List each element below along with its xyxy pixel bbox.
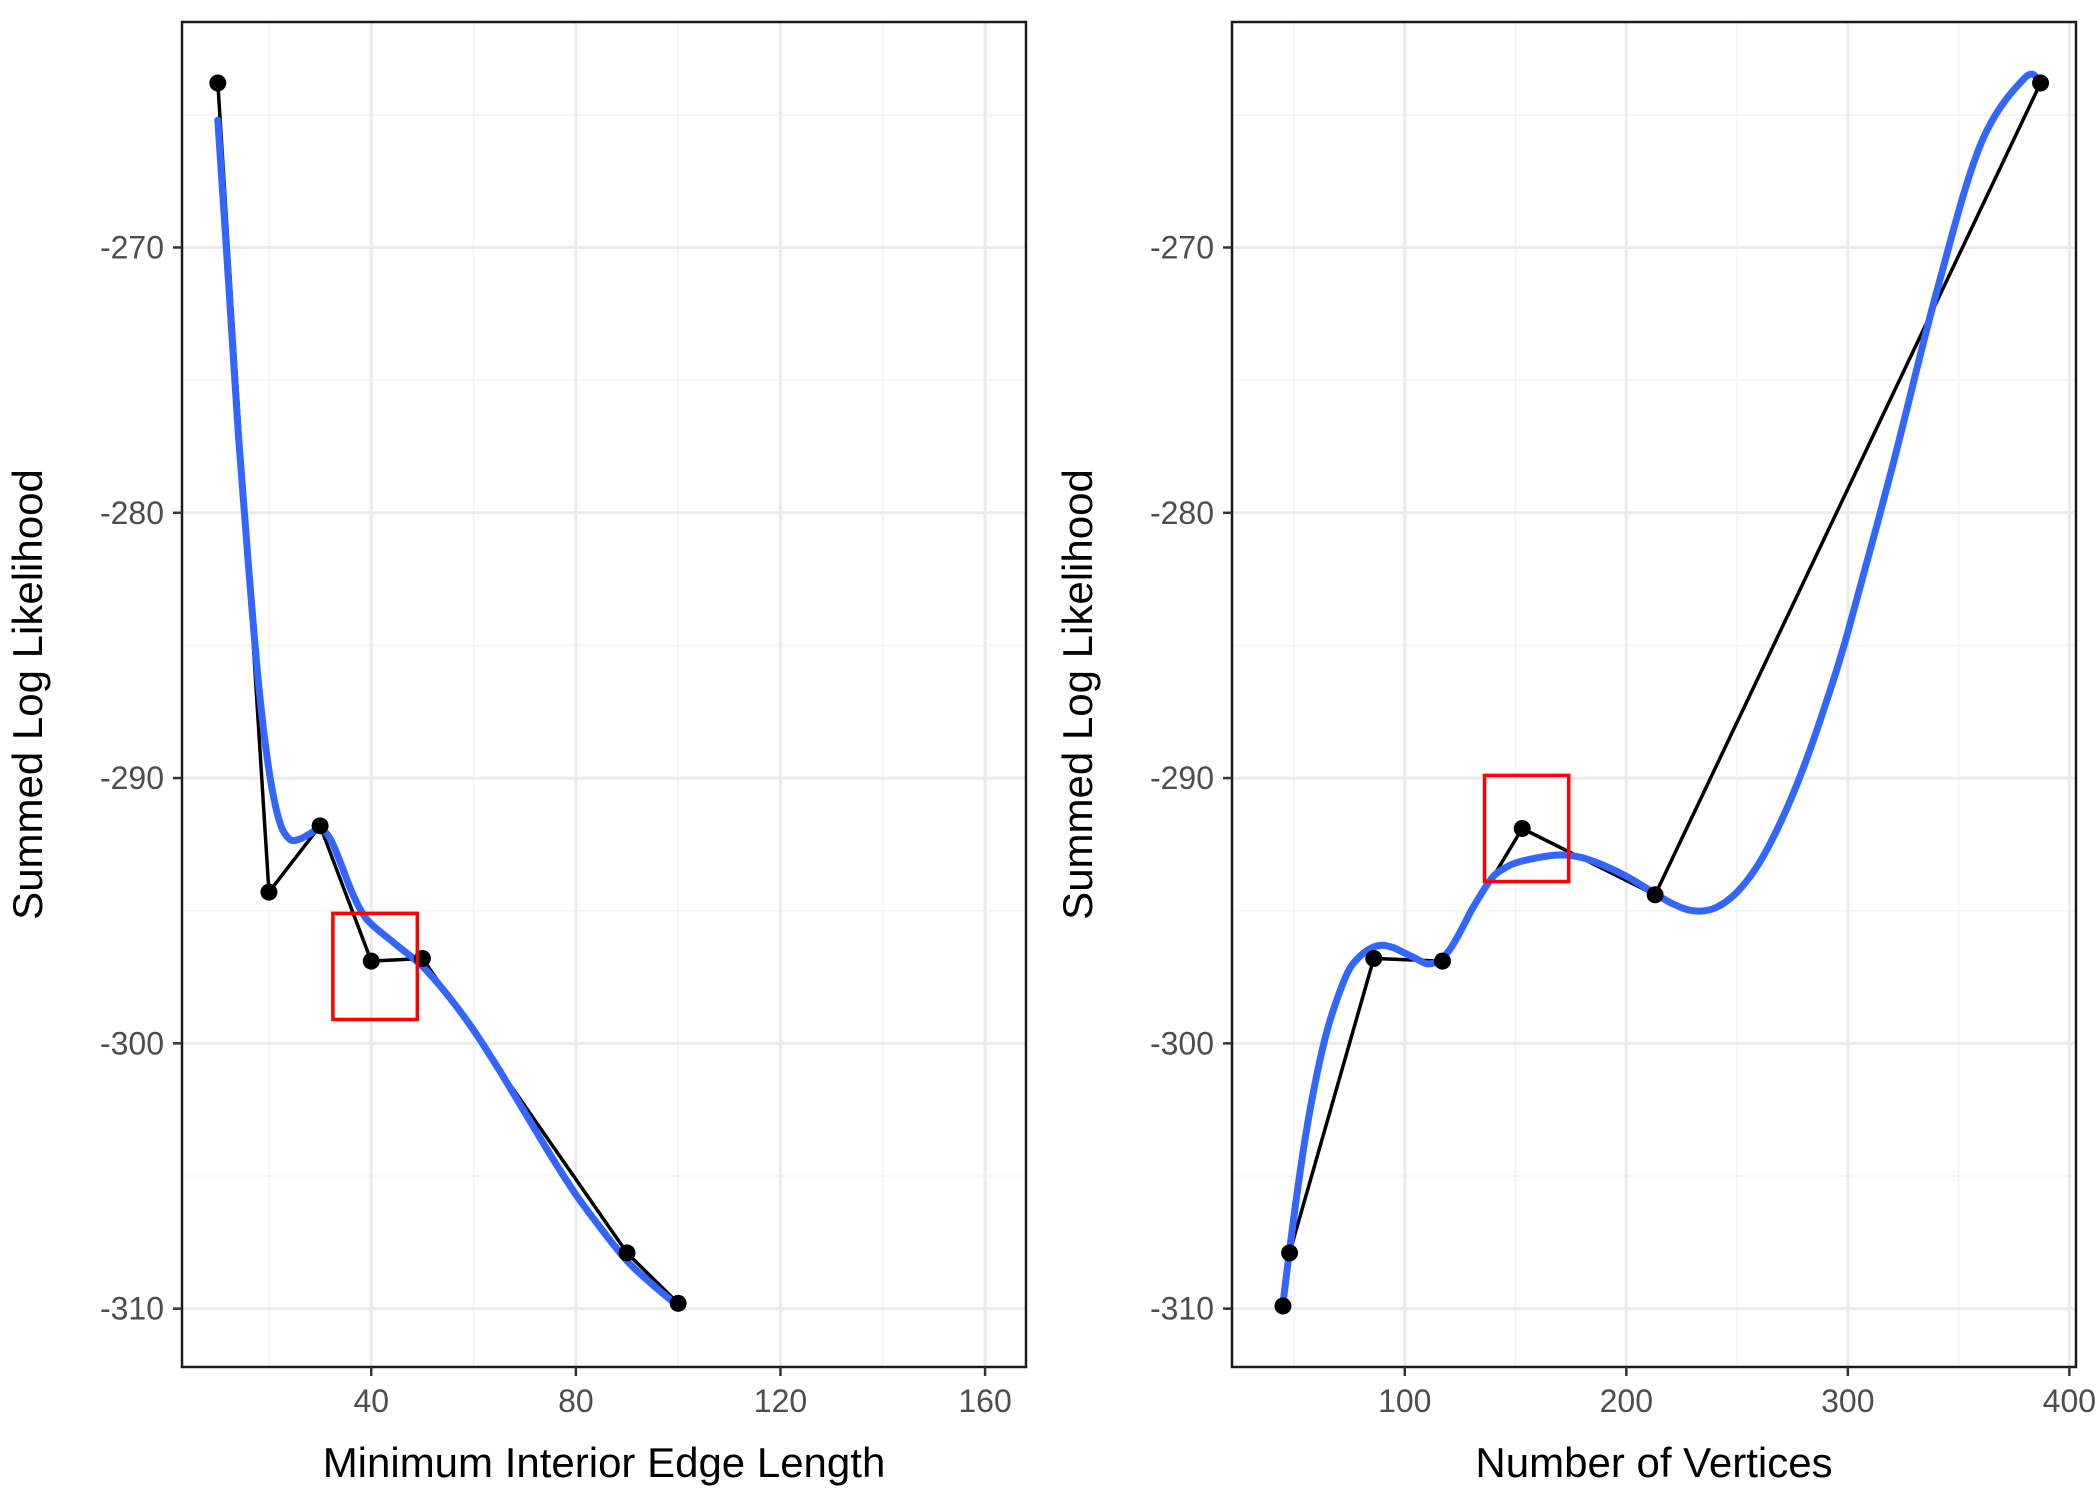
x-tick-label: 120 [754, 1383, 807, 1419]
data-point [618, 1244, 636, 1262]
data-line [1281, 82, 2043, 1307]
y-tick-label: -300 [100, 1025, 164, 1061]
y-tick-label: -290 [1150, 760, 1214, 796]
x-tick-label: 200 [1600, 1383, 1653, 1419]
data-point [1646, 886, 1664, 904]
smooth-fit-line [1279, 70, 2045, 1307]
data-point [260, 883, 278, 901]
highlight-box [1482, 773, 1571, 884]
y-tick-label: -310 [100, 1291, 164, 1327]
data-point [362, 952, 380, 970]
x-axis-title: Minimum Interior Edge Length [323, 1439, 886, 1486]
right-chart-panel: 100 200 300 400 -310 -300 -290 -280 -270 Number o… [1054, 20, 2096, 1486]
data-point [1365, 949, 1383, 967]
panel-border [1230, 20, 2078, 1369]
data-line [216, 82, 680, 1305]
data-point [209, 74, 227, 92]
data-point [669, 1294, 687, 1312]
panel-border [180, 20, 1028, 1369]
y-tick-label: -280 [100, 495, 164, 531]
left-chart-panel: 40 80 120 160 -310 -300 -290 -280 -270 Minimum In… [4, 20, 1028, 1486]
y-tick-label: -290 [100, 760, 164, 796]
x-tick-label: 80 [558, 1383, 594, 1419]
y-tick-label: -270 [100, 229, 164, 265]
y-axis-title: Summed Log Likelihood [1054, 469, 1101, 920]
highlight-box [331, 911, 420, 1022]
x-tick-label: 100 [1378, 1383, 1431, 1419]
data-point [311, 817, 329, 835]
y-tick-label: -300 [1150, 1025, 1214, 1061]
y-tick-label: -280 [1150, 495, 1214, 531]
y-tick-label: -310 [1150, 1291, 1214, 1327]
x-tick-label: 300 [1821, 1383, 1874, 1419]
y-tick-label: -270 [1150, 229, 1214, 265]
x-tick-label: 40 [353, 1383, 389, 1419]
y-axis-title: Summed Log Likelihood [4, 469, 51, 920]
data-point [2032, 74, 2050, 92]
data-point [1513, 819, 1531, 837]
x-tick-label: 160 [958, 1383, 1011, 1419]
data-point [1274, 1297, 1292, 1315]
smooth-fit-line [214, 116, 682, 1310]
x-tick-label: 400 [2043, 1383, 2096, 1419]
data-point [1433, 952, 1451, 970]
data-point [1281, 1244, 1299, 1262]
x-axis-title: Number of Vertices [1475, 1439, 1832, 1486]
